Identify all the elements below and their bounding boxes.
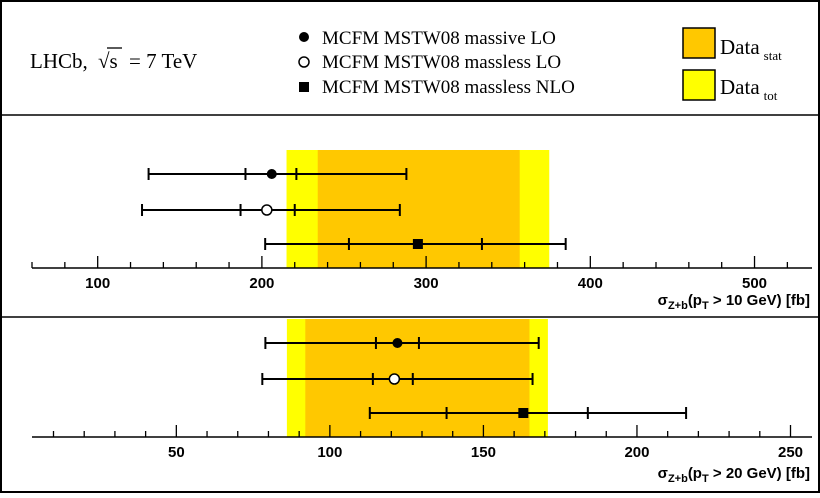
tick-label: 150 [471,444,496,461]
tick-label: 200 [249,275,274,292]
point-massless-nlo [412,239,423,249]
x-axis-title-pt10: σZ+b(pT > 10 GeV) [fb] [658,292,810,312]
legend-filled-square-marker [299,82,309,92]
legend-label-massive-lo: MCFM MSTW08 massive LO [322,28,556,49]
point-massless-lo [388,373,401,385]
experiment-label: LHCb, [30,49,88,73]
tick-label: 500 [742,275,767,292]
point-massless-lo [261,204,273,216]
tick-label: 250 [778,444,803,461]
legend-stat-swatch [682,27,716,59]
legend-label-data-stat: Data stat [720,35,782,63]
legend-label-data-tot: Data tot [720,75,778,103]
tick-label: 100 [85,275,110,292]
tick-label: 400 [578,275,603,292]
energy-label: = 7 TeV [129,49,197,73]
point-massive-lo [392,338,403,348]
legend-tot-swatch [682,69,716,101]
x-axis-title-pt20: σZ+b(pT > 20 GeV) [fb] [658,465,810,485]
legend-label-massless-nlo: MCFM MSTW08 massless NLO [322,77,575,98]
tick-label: 300 [414,275,439,292]
legend-open-circle-marker [298,56,310,68]
point-massive-lo [266,169,277,179]
legend-filled-circle-marker [299,32,309,42]
tick-label: 200 [624,444,649,461]
tick-label: 50 [168,444,185,461]
panel-pt20: 50 100 150 200 250 [32,319,812,461]
point-massless-nlo [518,408,529,418]
panel-pt10: 100 200 300 400 500 [31,150,812,292]
legend-label-massless-lo: MCFM MSTW08 massless LO [322,52,561,73]
sqrt-s-symbol: √s [98,49,118,73]
tick-label: 100 [317,444,342,461]
